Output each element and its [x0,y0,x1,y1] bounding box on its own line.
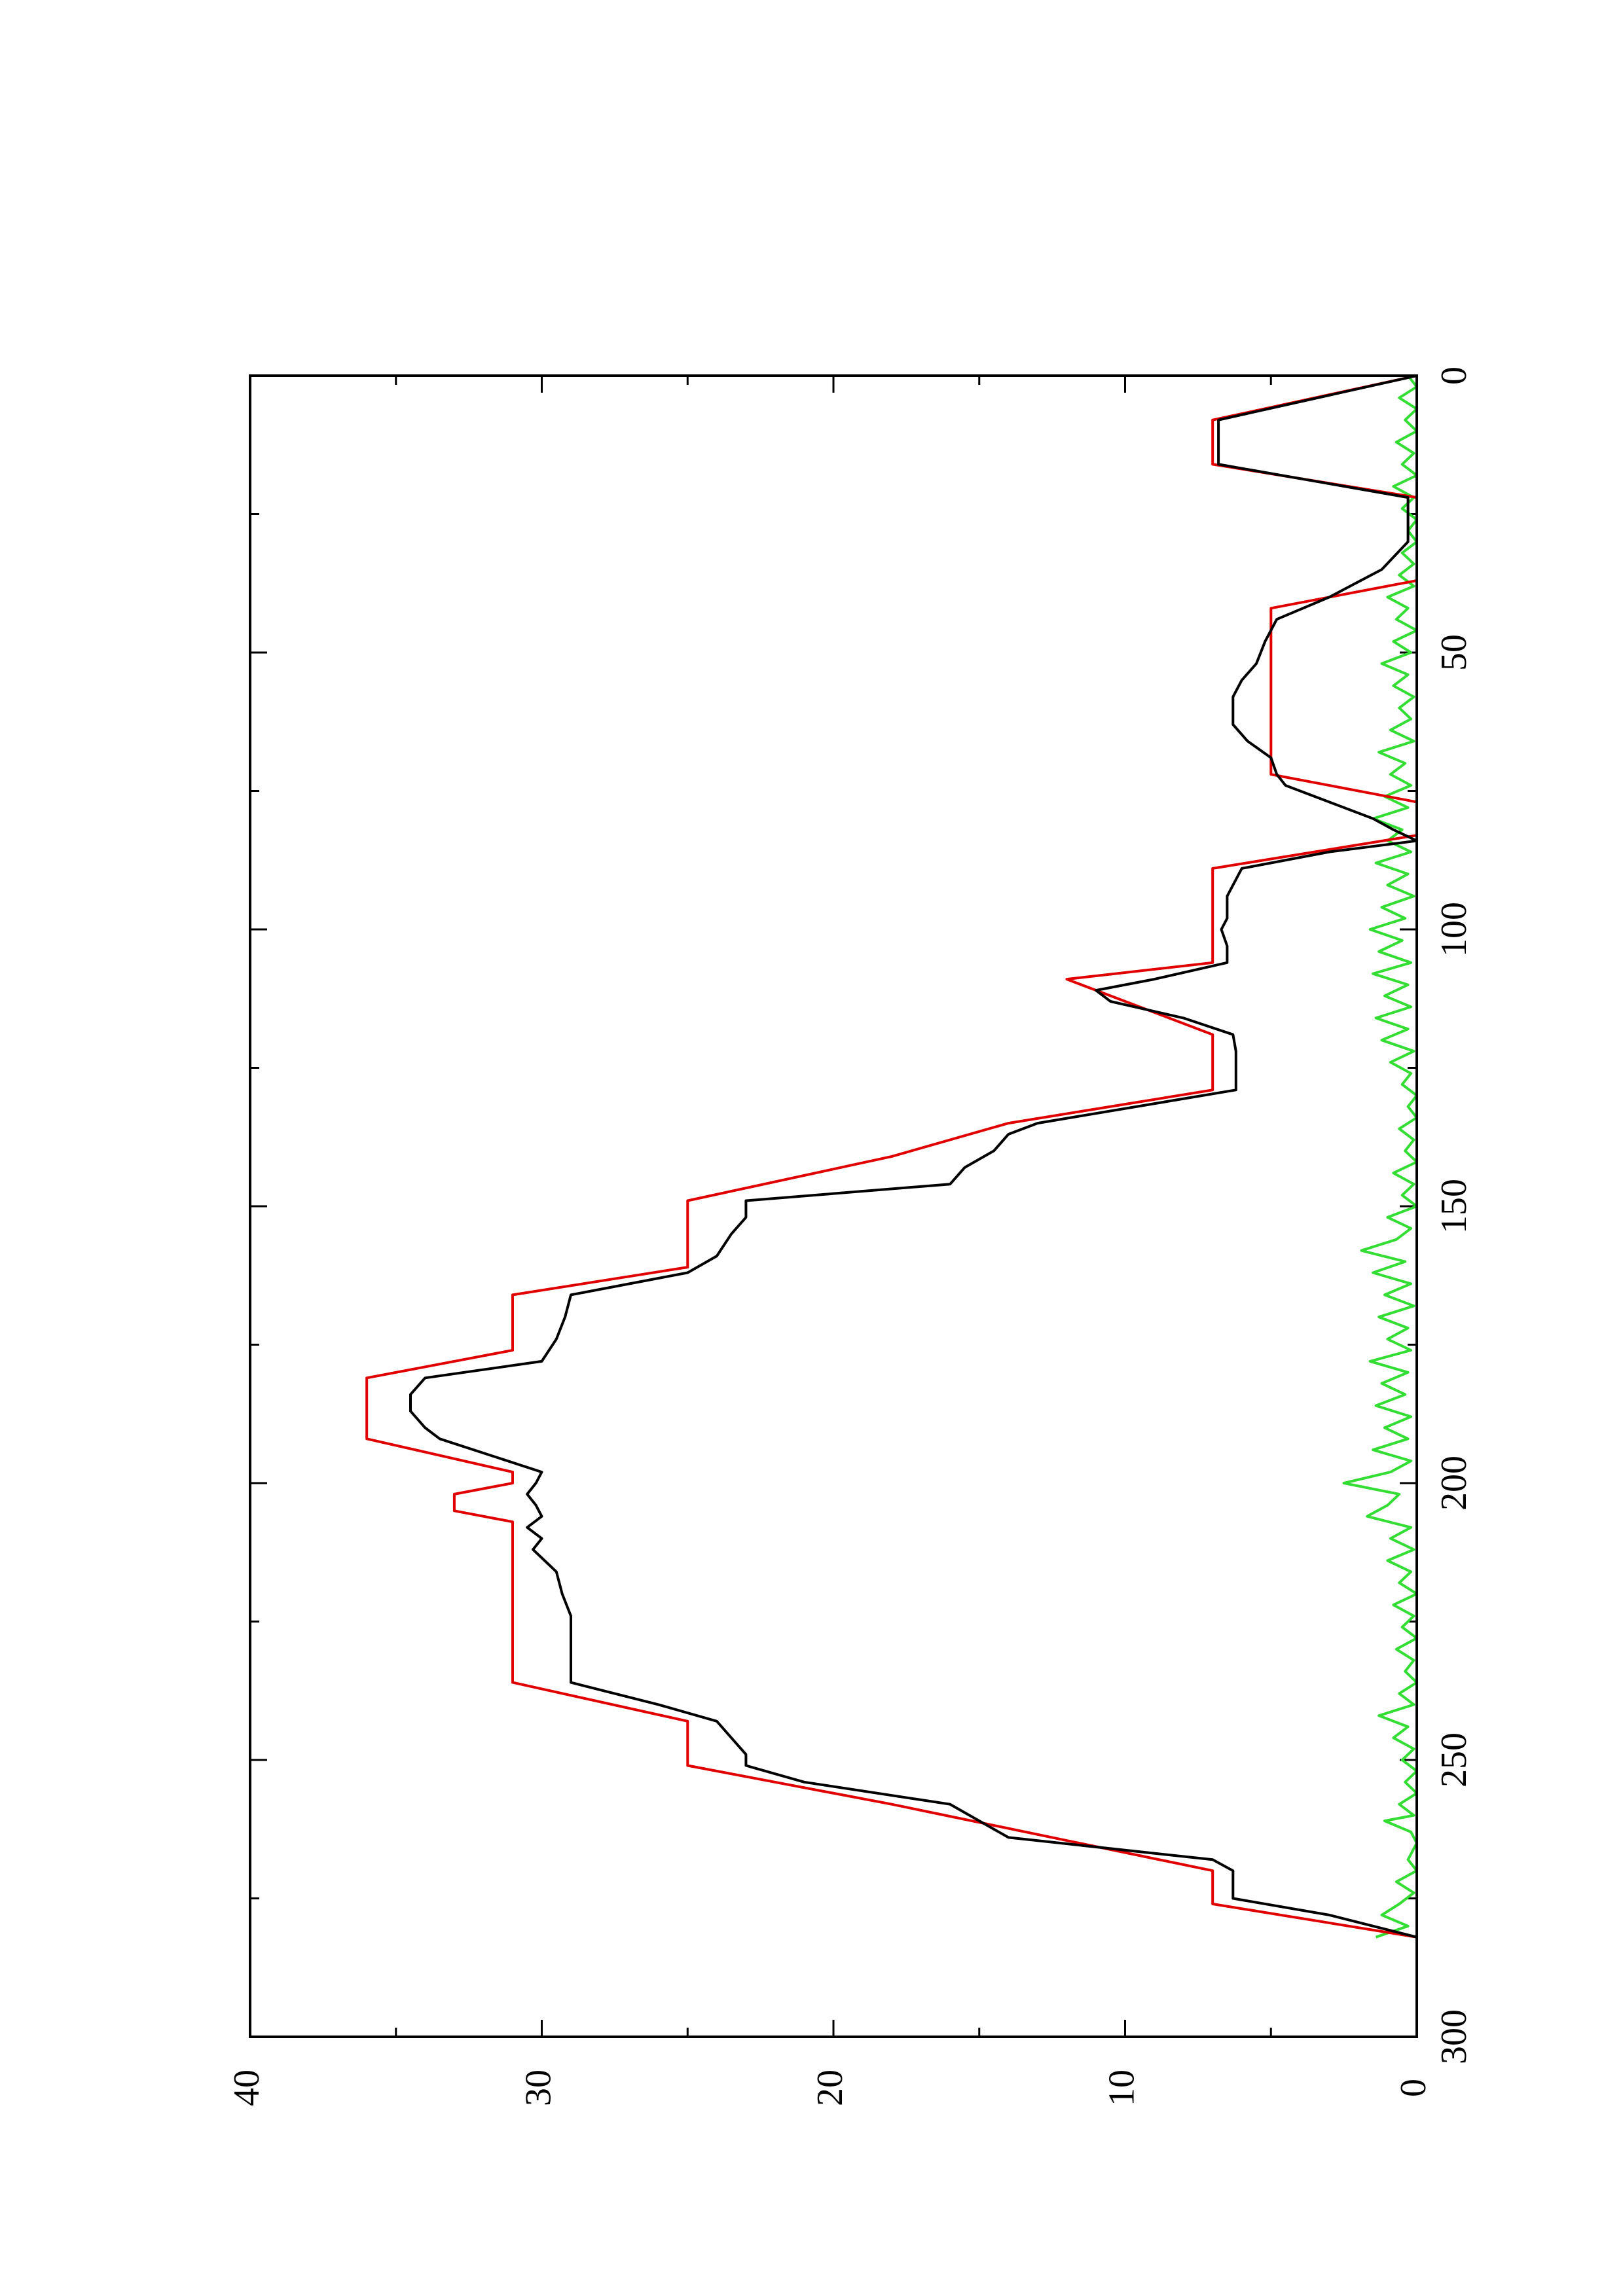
series-layer [365,374,1418,1939]
x-tick-label: 300 [1434,2009,1474,2064]
series-line-0 [365,374,1418,1939]
x-tick-label: 100 [1434,902,1474,957]
y-tick-label: 10 [1101,2070,1142,2106]
x-tick-label: 50 [1434,634,1474,671]
y-tick-label: 0 [1393,2079,1434,2097]
plot-frame [249,374,1418,2038]
series-line-1 [409,374,1418,1939]
x-tick-label: 0 [1434,367,1474,385]
y-tick-label: 40 [227,2070,267,2106]
x-tick-label: 150 [1434,1179,1474,1234]
y-tick-label: 20 [810,2070,850,2106]
y-tick-label: 30 [518,2070,558,2106]
series-line-2 [1342,374,1418,1939]
x-tick-label: 200 [1434,1456,1474,1511]
x-tick-label: 250 [1434,1732,1474,1787]
